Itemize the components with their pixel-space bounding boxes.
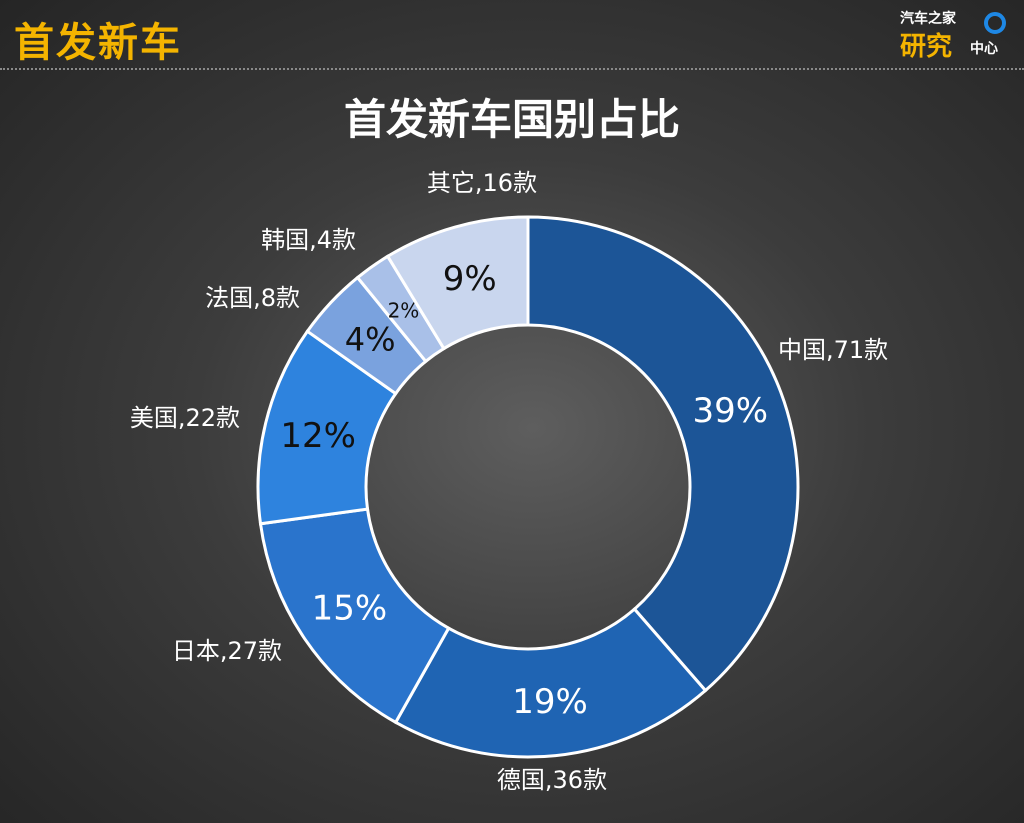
slice-percent-label: 4% xyxy=(345,321,396,359)
donut-slice xyxy=(393,606,708,759)
logo-ring-icon xyxy=(984,12,1006,34)
slice-percent-label: 9% xyxy=(443,259,497,299)
logo-line-2: 研究 xyxy=(900,32,953,62)
chart-title: 首发新车国别占比 xyxy=(343,95,680,144)
slice-percent-label: 15% xyxy=(312,589,388,629)
logo-line-1: 汽车之家 xyxy=(900,11,956,27)
slice-category-label: 德国,36款 xyxy=(497,766,607,794)
slice-percent-label: 12% xyxy=(280,416,356,456)
slice-percent-label: 39% xyxy=(692,391,768,431)
slice-category-label: 法国,8款 xyxy=(205,284,300,312)
slice-category-label: 美国,22款 xyxy=(130,404,240,432)
slice-percent-label: 2% xyxy=(388,299,420,323)
page-header-title: 首发新车 xyxy=(14,20,182,66)
slice-category-label: 其它,16款 xyxy=(427,169,537,197)
donut-slice xyxy=(385,215,530,351)
donut-slice xyxy=(526,215,800,693)
slice-category-label: 韩国,4款 xyxy=(261,226,356,254)
logo-line-3: 中心 xyxy=(970,41,998,57)
slice-category-label: 中国,71款 xyxy=(778,336,888,364)
slice-percent-label: 19% xyxy=(512,682,588,722)
header-divider xyxy=(0,68,1024,70)
brand-logo: 汽车之家 研究 中心 xyxy=(900,8,1010,62)
slice-category-label: 日本,27款 xyxy=(172,637,282,665)
